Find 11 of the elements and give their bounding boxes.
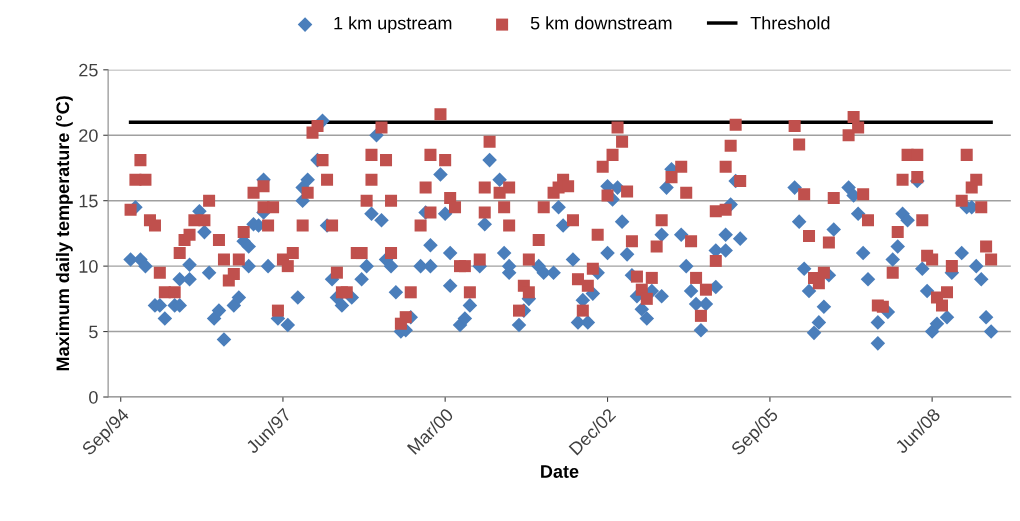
x-axis-title: Date	[541, 465, 579, 478]
y-axis-title: Maximum daily temperature (°C)	[55, 96, 73, 371]
legend-label: Threshold	[750, 16, 830, 30]
y-tick-label: 5	[89, 325, 98, 339]
y-tick-label: 10	[79, 260, 98, 273]
legend-label: 5 km downstream	[530, 16, 672, 30]
y-tick-label: 15	[79, 194, 98, 208]
y-tick-label: 25	[79, 63, 98, 77]
y-tick-label: 20	[79, 129, 98, 142]
y-tick-label: 0	[89, 390, 98, 404]
legend-label: 1 km upstream	[334, 16, 452, 34]
